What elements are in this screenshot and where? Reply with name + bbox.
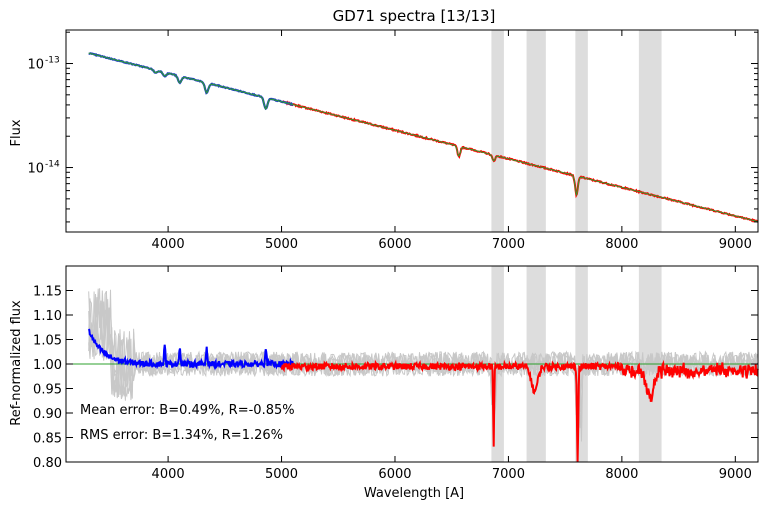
y-tick-label: 1.00: [33, 358, 62, 373]
mean-error-annotation: Mean error: B=0.49%, R=-0.85%: [80, 403, 295, 418]
y-tick-label: 0.85: [33, 432, 62, 447]
rms-error-annotation: RMS error: B=1.34%, R=1.26%: [80, 428, 283, 443]
bottom-ylabel: Ref-normalized flux: [9, 300, 24, 426]
x-tick-label: 6000: [378, 237, 411, 252]
x-tick-label: 5000: [265, 237, 298, 252]
telluric-band: [575, 30, 587, 232]
y-tick-exponent: -14: [45, 160, 60, 170]
y-tick-exponent: -13: [45, 56, 60, 66]
x-tick-label: 7000: [492, 237, 525, 252]
red-ratio-line: [282, 363, 759, 463]
y-tick-label: 0.90: [33, 407, 62, 422]
y-tick-label: 1.10: [33, 309, 62, 324]
top-chart-title: GD71 spectra [13/13]: [333, 7, 496, 25]
x-tick-label: 7000: [492, 467, 525, 482]
y-tick-label: 0.95: [33, 383, 62, 398]
telluric-band: [527, 30, 546, 232]
telluric-band: [491, 30, 503, 232]
x-tick-label: 8000: [605, 467, 638, 482]
x-tick-label: 5000: [265, 467, 298, 482]
y-tick-label: 1.05: [33, 334, 62, 349]
x-tick-label: 4000: [152, 467, 185, 482]
x-tick-label: 4000: [152, 237, 185, 252]
blue-spectrum-line: [89, 53, 293, 108]
x-tick-label: 9000: [719, 467, 752, 482]
y-tick-label: 1.15: [33, 285, 62, 300]
y-tick-label: 10: [27, 58, 44, 73]
y-tick-label: 0.80: [33, 456, 62, 471]
x-tick-label: 9000: [719, 237, 752, 252]
top-ylabel: Flux: [9, 119, 24, 146]
bottom-xlabel: Wavelength [A]: [364, 486, 464, 501]
y-tick-label: 10: [27, 162, 44, 177]
x-tick-label: 8000: [605, 237, 638, 252]
flux-panel: 4000 5000 6000 7000 8000 900010-1310-14: [27, 30, 758, 252]
telluric-band: [639, 30, 662, 232]
ratio-panel: 4000 5000 6000 7000 8000 9000 0.80 0.85 0.90 0.95…: [33, 266, 758, 482]
x-tick-label: 6000: [378, 467, 411, 482]
